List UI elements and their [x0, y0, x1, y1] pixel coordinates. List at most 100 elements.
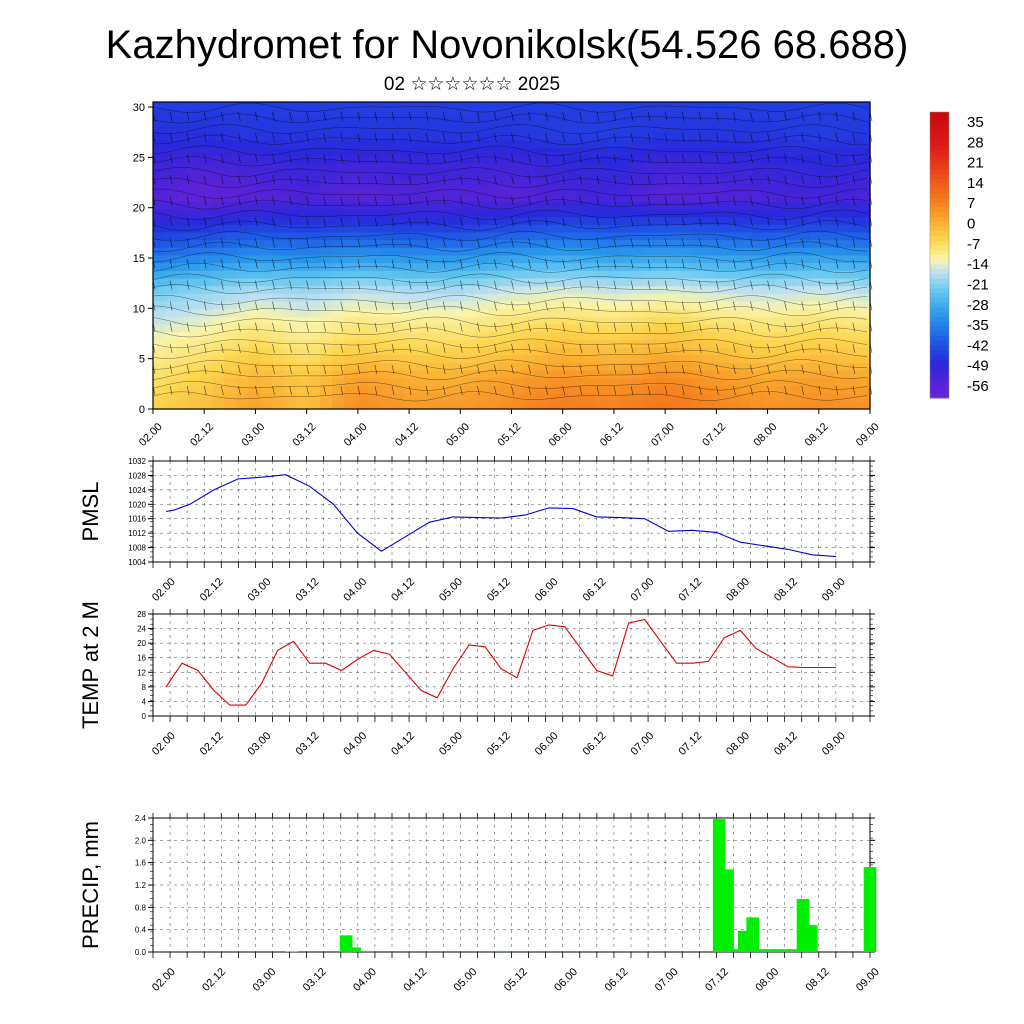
- heatmap-cell: [750, 232, 764, 241]
- wind-barb: [716, 154, 719, 164]
- heatmap-cell: [762, 293, 775, 303]
- heatmap-cell: [714, 117, 728, 126]
- heatmap-cell: [248, 125, 262, 134]
- heatmap-cell: [523, 178, 536, 188]
- heatmap-cell: [654, 362, 668, 372]
- wind-barb: [272, 322, 275, 332]
- heatmap-cell: [380, 217, 393, 226]
- heatmap-cell: [403, 286, 417, 295]
- heatmap-cell: [164, 109, 178, 118]
- heatmap-cell: [272, 355, 286, 364]
- x-tick-label: 03.00: [250, 966, 278, 994]
- heatmap-cell: [487, 362, 501, 372]
- heatmap-cell: [607, 301, 620, 310]
- wind-barb: [340, 217, 344, 227]
- heatmap-cell: [583, 209, 596, 218]
- heatmap-cell: [523, 339, 536, 349]
- heatmap-cell: [535, 186, 548, 195]
- colorbar-label: -28: [967, 297, 989, 314]
- x-tick-label: 02.00: [150, 966, 178, 994]
- wind-barb: [852, 217, 856, 227]
- wind-barb: [494, 133, 497, 143]
- heatmap-cell: [607, 140, 620, 149]
- heatmap-cell: [631, 293, 644, 303]
- wind-barb: [255, 301, 258, 311]
- heatmap-cell: [654, 385, 668, 395]
- heatmap-cell: [786, 148, 799, 157]
- heatmap-cell: [583, 178, 596, 188]
- heatmap-cell: [499, 301, 513, 310]
- precip-bar: [771, 949, 785, 952]
- wind-barb: [289, 217, 292, 227]
- heatmap-cell: [403, 347, 417, 356]
- heatmap-cell: [332, 316, 345, 326]
- heatmap-cell: [427, 378, 441, 387]
- heatmap-cell: [738, 401, 752, 410]
- heatmap-cell: [523, 286, 536, 295]
- heatmap-cell: [392, 140, 405, 149]
- heatmap-cell: [750, 316, 764, 326]
- heatmap-cell: [356, 186, 369, 195]
- heatmap-cell: [499, 217, 513, 226]
- heatmap-cell: [786, 286, 799, 295]
- heatmap-cell: [463, 178, 477, 188]
- wind-barb: [699, 196, 702, 206]
- wind-barb: [186, 217, 190, 227]
- heatmap-cell: [296, 316, 309, 326]
- heatmap-cell: [153, 401, 166, 410]
- heatmap-cell: [690, 194, 704, 203]
- heatmap-cell: [846, 178, 859, 188]
- heatmap-cell: [774, 332, 787, 341]
- wind-barb: [562, 196, 565, 206]
- heatmap-cell: [380, 339, 393, 349]
- heatmap-cell: [654, 347, 668, 356]
- heatmap-cell: [200, 401, 214, 410]
- heatmap-cell: [451, 171, 465, 180]
- heatmap-cell: [846, 201, 859, 211]
- heatmap-cell: [392, 401, 405, 410]
- wind-barb: [221, 280, 224, 290]
- wind-barb: [460, 111, 463, 122]
- wind-barb: [408, 259, 412, 269]
- heatmap-cell: [153, 393, 166, 402]
- heatmap-cell: [571, 355, 584, 364]
- heatmap-cell: [810, 117, 823, 126]
- heatmap-cell: [834, 270, 847, 280]
- wind-barb: [494, 280, 497, 290]
- heatmap-cell: [798, 293, 811, 303]
- wind-barb: [391, 322, 395, 332]
- heatmap-cell: [332, 370, 345, 379]
- heatmap-cell: [583, 385, 596, 395]
- wind-barb: [255, 322, 258, 332]
- heatmap-cell: [654, 278, 668, 287]
- heatmap-cell: [631, 355, 644, 364]
- heatmap-cell: [392, 163, 405, 172]
- heatmap-cell: [595, 178, 608, 188]
- wind-barb: [818, 385, 822, 395]
- heatmap-cell: [822, 385, 835, 395]
- heatmap-cell: [786, 270, 799, 280]
- heatmap-cell: [535, 209, 548, 218]
- wind-barb: [835, 385, 839, 395]
- heatmap-cell: [463, 401, 477, 410]
- heatmap-cell: [834, 148, 847, 157]
- heatmap-cell: [272, 186, 286, 195]
- x-tick-label: 08.12: [803, 421, 831, 449]
- heatmap-cell: [356, 178, 369, 188]
- heatmap-cell: [188, 178, 202, 188]
- heatmap-cell: [738, 155, 752, 164]
- heatmap-cell: [475, 278, 489, 287]
- wind-barb: [562, 364, 565, 374]
- heatmap-cell: [834, 385, 847, 395]
- heatmap-cell: [607, 270, 620, 280]
- heatmap-cell: [822, 332, 835, 341]
- heatmap-cell: [678, 293, 692, 303]
- heatmap-cell: [248, 355, 262, 364]
- colorbar-label: -21: [967, 276, 989, 293]
- wind-barb: [289, 111, 292, 122]
- heatmap-cell: [535, 355, 548, 364]
- heatmap-cell: [368, 117, 381, 126]
- heatmap-cell: [344, 201, 357, 211]
- heatmap-cell: [392, 186, 405, 195]
